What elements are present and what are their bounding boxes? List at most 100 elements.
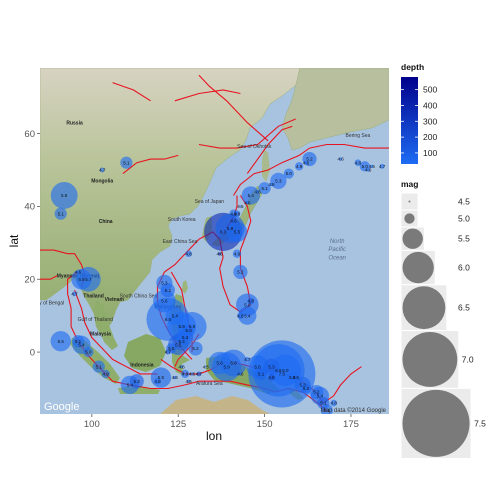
earthquake-point-1 bbox=[54, 207, 67, 220]
earthquake-point-34 bbox=[237, 312, 244, 319]
earthquake-mag-label-70: 5.6 bbox=[217, 361, 224, 366]
map-attribution: Map data ©2014 Google bbox=[321, 407, 387, 414]
earthquake-point-0 bbox=[50, 182, 78, 209]
earthquake-point-3 bbox=[99, 167, 105, 173]
earthquake-point-50 bbox=[71, 269, 92, 290]
earthquake-mag-label-86: 5.2 bbox=[313, 390, 320, 395]
earthquake-mag-label-25: 6.3 bbox=[220, 229, 227, 234]
earthquake-point-69 bbox=[204, 365, 207, 368]
landmass-australia bbox=[160, 396, 270, 414]
earthquake-mag-label-18: 4.8 bbox=[355, 160, 362, 165]
ocean-label-2: Ocean bbox=[328, 256, 346, 262]
landmass-taiwan bbox=[182, 280, 188, 294]
earthquake-point-21 bbox=[379, 163, 385, 169]
earthquake-mag-label-10: 5.1 bbox=[261, 186, 268, 191]
earthquake-point-77 bbox=[263, 358, 280, 375]
earthquake-point-57 bbox=[92, 360, 105, 373]
earthquake-point-27 bbox=[185, 250, 192, 258]
earthquake-point-9 bbox=[269, 182, 274, 187]
fault-line-15 bbox=[74, 290, 158, 375]
earthquake-point-18 bbox=[354, 159, 362, 166]
earthquake-mag-label-32: 5.6 bbox=[244, 302, 251, 307]
earthquake-mag-label-57: 5.1 bbox=[96, 364, 103, 369]
earthquake-point-83 bbox=[294, 375, 298, 380]
earthquake-point-20 bbox=[370, 164, 374, 168]
map-label-10: Vietnam bbox=[105, 297, 125, 303]
earthquake-point-10 bbox=[258, 182, 271, 195]
earthquake-mag-label-64: 4.6 bbox=[179, 364, 186, 369]
earthquake-mag-label-37: 5.6 bbox=[161, 299, 168, 304]
earthquake-mag-label-33: 5.4 bbox=[244, 313, 251, 318]
mag-key-point-0 bbox=[408, 200, 411, 203]
earthquake-mag-label-46: 5.0 bbox=[168, 346, 175, 351]
landmass-borneo bbox=[124, 334, 166, 372]
mag-key-point-5 bbox=[402, 332, 458, 387]
earthquake-mag-label-43: 5.9 bbox=[189, 324, 196, 329]
earthquake-point-66 bbox=[190, 372, 194, 376]
earthquake-mag-label-38: 6.5 bbox=[165, 317, 172, 322]
earthquake-mag-label-22: 4.6 bbox=[365, 168, 372, 173]
mag-key-point-6 bbox=[402, 389, 470, 457]
earthquake-mag-label-9: 4.6 bbox=[268, 182, 275, 187]
fault-line-14 bbox=[67, 271, 200, 390]
legend-mag-title: mag bbox=[401, 179, 418, 189]
earthquake-point-39 bbox=[165, 306, 184, 325]
earthquake-mag-label-29: 4.9 bbox=[234, 251, 241, 256]
earthquake-point-2 bbox=[120, 156, 133, 169]
earthquake-point-53 bbox=[71, 335, 85, 348]
fault-line-2 bbox=[198, 74, 269, 142]
earthquake-point-74 bbox=[244, 356, 250, 362]
y-tick-label-0: 0 bbox=[30, 347, 35, 358]
earthquake-point-6 bbox=[294, 162, 304, 171]
y-tick-label-3: 60 bbox=[24, 129, 35, 140]
mag-key-point-4 bbox=[402, 286, 446, 330]
earthquake-mag-label-11: 4.6 bbox=[255, 189, 262, 194]
earthquake-point-55 bbox=[50, 330, 71, 352]
earthquake-mag-label-3: 4.7 bbox=[99, 168, 106, 173]
earthquake-point-29 bbox=[232, 249, 242, 258]
earthquake-point-86 bbox=[309, 385, 324, 400]
earthquake-mag-label-88: 5.1 bbox=[320, 401, 327, 406]
earthquake-point-22 bbox=[366, 168, 370, 172]
earthquake-mag-label-6: 4.9 bbox=[296, 164, 303, 169]
earthquake-point-28 bbox=[218, 252, 222, 256]
earthquake-mag-label-16: 4.6 bbox=[230, 219, 237, 224]
earthquake-mag-label-51: 5.7 bbox=[85, 277, 92, 282]
earthquake-mag-label-44: 5.4 bbox=[179, 339, 186, 344]
earthquake-point-13 bbox=[245, 201, 249, 205]
y-tick-label-2: 40 bbox=[24, 202, 35, 213]
depth-colorbar bbox=[401, 77, 418, 164]
earthquake-point-76 bbox=[255, 367, 268, 381]
earthquake-mag-label-56: 5.0 bbox=[85, 350, 92, 355]
earthquake-point-56 bbox=[83, 346, 94, 358]
earthquake-mag-label-49: 4.6 bbox=[75, 270, 82, 275]
map-label-14: Gulf of Thailand bbox=[78, 317, 113, 323]
earthquake-point-73 bbox=[238, 372, 243, 376]
earthquake-mag-label-71: 5.9 bbox=[223, 364, 230, 369]
legend-depth: depth 500 400 300 200 100 bbox=[401, 62, 437, 164]
earthquake-mag-label-77: 5.3 bbox=[268, 364, 275, 369]
earthquake-point-89 bbox=[320, 404, 333, 414]
legend-mag: mag 4.5 5.0 5.5 6.0 6.5 7.0 7.5 bbox=[400, 179, 486, 459]
earthquake-mag-label-2: 5.1 bbox=[123, 160, 130, 165]
earthquake-point-68 bbox=[186, 379, 191, 383]
earthquake-point-70 bbox=[208, 351, 231, 375]
earthquake-point-33 bbox=[238, 306, 257, 325]
earthquake-point-65 bbox=[180, 369, 190, 379]
earthquake-point-85 bbox=[300, 383, 312, 394]
earthquake-mag-label-28: 4.6 bbox=[217, 251, 224, 256]
earthquake-mag-label-59: 5.4 bbox=[127, 382, 134, 387]
earthquake-mag-label-73: 4.6 bbox=[237, 372, 244, 377]
earthquake-mag-label-63: 4.6 bbox=[172, 375, 179, 380]
x-axis-title: lon bbox=[206, 429, 222, 443]
earthquake-mag-label-87: 5.4 bbox=[317, 393, 324, 398]
fault-line-0 bbox=[112, 82, 151, 102]
earthquake-point-30 bbox=[233, 264, 248, 280]
earthquake-points: 7.56.96.56.36.05.95.9 5.95.95.85.85.75.65… bbox=[50, 151, 386, 414]
earthquake-mag-label-78: 6.9 bbox=[275, 368, 282, 373]
earthquake-point-82 bbox=[287, 372, 298, 383]
map-labels: Russia Mongolia China South Korea Sea of Jap… bbox=[40, 120, 370, 386]
map-label-12: South China Sea bbox=[120, 293, 158, 299]
y-axis: 0 20 40 60 bbox=[24, 129, 40, 358]
